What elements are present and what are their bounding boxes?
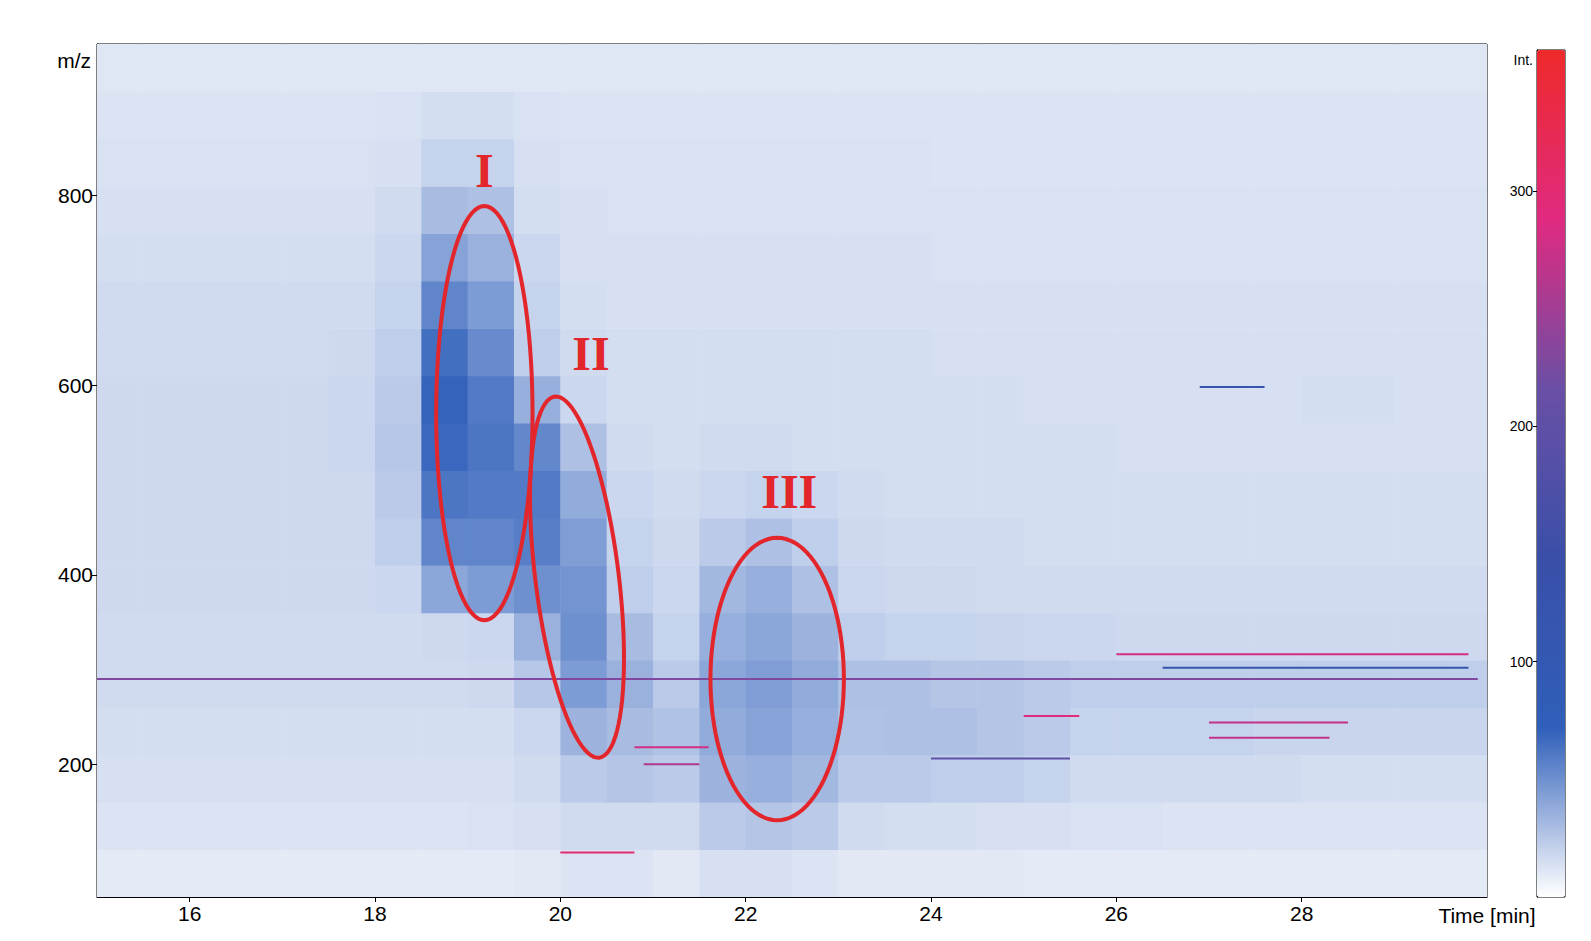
svg-text:18: 18 bbox=[363, 902, 386, 925]
svg-text:Time [min]: Time [min] bbox=[1438, 904, 1535, 927]
svg-text:28: 28 bbox=[1290, 902, 1313, 925]
svg-text:22: 22 bbox=[734, 902, 757, 925]
svg-text:200: 200 bbox=[1510, 418, 1534, 434]
svg-text:16: 16 bbox=[178, 902, 201, 925]
svg-text:800: 800 bbox=[58, 184, 93, 207]
svg-text:400: 400 bbox=[58, 563, 93, 586]
svg-text:300: 300 bbox=[1510, 183, 1534, 199]
svg-text:100: 100 bbox=[1510, 654, 1534, 670]
svg-text:20: 20 bbox=[549, 902, 572, 925]
svg-text:600: 600 bbox=[58, 374, 93, 397]
svg-text:I: I bbox=[475, 144, 494, 197]
svg-text:200: 200 bbox=[58, 753, 93, 776]
svg-text:26: 26 bbox=[1105, 902, 1128, 925]
svg-text:III: III bbox=[761, 465, 817, 518]
svg-text:Int.: Int. bbox=[1514, 52, 1533, 68]
svg-text:m/z: m/z bbox=[57, 49, 91, 72]
svg-text:24: 24 bbox=[919, 902, 943, 925]
svg-text:II: II bbox=[572, 327, 609, 380]
